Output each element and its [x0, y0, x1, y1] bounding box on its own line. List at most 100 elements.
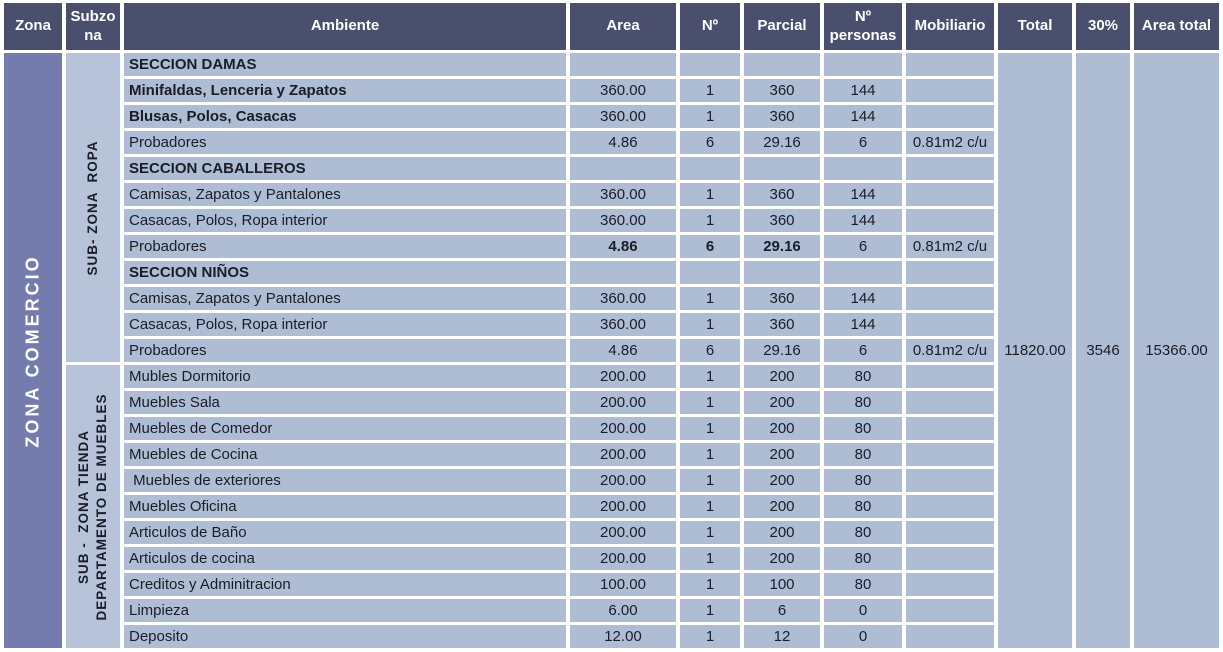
- mobiliario-cell: 0.81m2 c/u: [906, 131, 994, 154]
- personas-cell: 80: [824, 521, 902, 544]
- mobiliario-cell: [906, 521, 994, 544]
- n-cell: [680, 157, 740, 180]
- table-row: Camisas, Zapatos y Pantalones 360.00 1 360 1…: [4, 287, 1219, 310]
- ambiente-cell: Probadores: [124, 131, 566, 154]
- parcial-cell: 29.16: [744, 131, 820, 154]
- col-header-subzona: Subzona: [66, 3, 120, 50]
- table-row: Casacas, Polos, Ropa interior 360.00 1 360 1…: [4, 209, 1219, 232]
- table-row: Articulos de Baño 200.00 1 200 80: [4, 521, 1219, 544]
- mobiliario-cell: [906, 105, 994, 128]
- ambiente-cell: Casacas, Polos, Ropa interior: [124, 313, 566, 336]
- n-cell: 1: [680, 79, 740, 102]
- area-cell: [570, 261, 676, 284]
- table-row: Deposito 12.00 1 12 0: [4, 625, 1219, 648]
- parcial-cell: 200: [744, 469, 820, 492]
- ambiente-cell: Camisas, Zapatos y Pantalones: [124, 183, 566, 206]
- personas-cell: 80: [824, 365, 902, 388]
- parcial-cell: 360: [744, 209, 820, 232]
- ambiente-cell: Camisas, Zapatos y Pantalones: [124, 287, 566, 310]
- mobiliario-cell: [906, 313, 994, 336]
- personas-cell: 144: [824, 183, 902, 206]
- mobiliario-cell: [906, 287, 994, 310]
- parcial-cell: 12: [744, 625, 820, 648]
- mobiliario-cell: [906, 261, 994, 284]
- area-cell: 4.86: [570, 131, 676, 154]
- n-cell: 1: [680, 443, 740, 466]
- table-row: Camisas, Zapatos y Pantalones 360.00 1 360 1…: [4, 183, 1219, 206]
- table-row: Limpieza 6.00 1 6 0: [4, 599, 1219, 622]
- parcial-cell: 360: [744, 313, 820, 336]
- n-cell: 1: [680, 365, 740, 388]
- table-row: Muebles Oficina 200.00 1 200 80: [4, 495, 1219, 518]
- n-cell: 1: [680, 417, 740, 440]
- col-header-parcial: Parcial: [744, 3, 820, 50]
- mobiliario-cell: [906, 79, 994, 102]
- table-row: Muebles de Comedor 200.00 1 200 80: [4, 417, 1219, 440]
- ambiente-cell: SECCION NIÑOS: [124, 261, 566, 284]
- subzona-ropa-cell: SUB- ZONA ROPA: [66, 53, 120, 362]
- area-cell: 6.00: [570, 599, 676, 622]
- area-cell: 200.00: [570, 365, 676, 388]
- subzona-muebles-cell-label: SUB - ZONA TIENDA DEPARTAMENTO DE MUEBLE…: [75, 392, 109, 621]
- mobiliario-cell: 0.81m2 c/u: [906, 235, 994, 258]
- parcial-cell: 6: [744, 599, 820, 622]
- n-cell: 1: [680, 625, 740, 648]
- parcial-cell: [744, 261, 820, 284]
- ambiente-cell: Muebles de Comedor: [124, 417, 566, 440]
- ambiente-cell: Probadores: [124, 235, 566, 258]
- mobiliario-cell: [906, 599, 994, 622]
- ambiente-cell: Blusas, Polos, Casacas: [124, 105, 566, 128]
- mobiliario-cell: [906, 443, 994, 466]
- table-row: Muebles de Cocina 200.00 1 200 80: [4, 443, 1219, 466]
- parcial-cell: 200: [744, 391, 820, 414]
- table-body: ZONA COMERCIO SUB- ZONA ROPA SECCION DAMAS…: [4, 53, 1219, 648]
- area-cell: 360.00: [570, 79, 676, 102]
- table-row: Muebles de exteriores 200.00 1 200 80: [4, 469, 1219, 492]
- ambiente-cell: Creditos y Adminitracion: [124, 573, 566, 596]
- table-row: Casacas, Polos, Ropa interior 360.00 1 360 1…: [4, 313, 1219, 336]
- mobiliario-cell: [906, 495, 994, 518]
- table-row: Probadores 4.86 6 29.16 6 0.81m2 c/u: [4, 235, 1219, 258]
- personas-cell: 80: [824, 547, 902, 570]
- n-cell: 1: [680, 209, 740, 232]
- n-cell: 1: [680, 469, 740, 492]
- subzona-muebles-cell: SUB - ZONA TIENDA DEPARTAMENTO DE MUEBLE…: [66, 365, 120, 648]
- zona-cell: ZONA COMERCIO: [4, 53, 62, 648]
- parcial-cell: 360: [744, 183, 820, 206]
- personas-cell: 80: [824, 469, 902, 492]
- area-cell: 200.00: [570, 391, 676, 414]
- area-cell: 4.86: [570, 235, 676, 258]
- n-cell: 1: [680, 391, 740, 414]
- parcial-cell: 200: [744, 521, 820, 544]
- ambiente-cell: Muebles de exteriores: [124, 469, 566, 492]
- ambiente-cell: Muebles Oficina: [124, 495, 566, 518]
- ambiente-cell: Limpieza: [124, 599, 566, 622]
- col-header-personas: Nº personas: [824, 3, 902, 50]
- col-header-area-total: Area total: [1134, 3, 1219, 50]
- col-header-total: Total: [998, 3, 1072, 50]
- personas-cell: 6: [824, 339, 902, 362]
- n-cell: 1: [680, 105, 740, 128]
- area-cell: 200.00: [570, 495, 676, 518]
- parcial-cell: 29.16: [744, 235, 820, 258]
- personas-cell: 0: [824, 599, 902, 622]
- n-cell: 1: [680, 573, 740, 596]
- table-row: Probadores 4.86 6 29.16 6 0.81m2 c/u: [4, 339, 1219, 362]
- area-cell: 100.00: [570, 573, 676, 596]
- parcial-cell: 29.16: [744, 339, 820, 362]
- mobiliario-cell: [906, 209, 994, 232]
- personas-cell: 80: [824, 417, 902, 440]
- total-cell: 11820.00: [998, 53, 1072, 648]
- parcial-cell: 200: [744, 417, 820, 440]
- col-header-30pct: 30%: [1076, 3, 1130, 50]
- mobiliario-cell: [906, 183, 994, 206]
- table-row: SECCION CABALLEROS: [4, 157, 1219, 180]
- ambiente-cell: Deposito: [124, 625, 566, 648]
- area-cell: 200.00: [570, 547, 676, 570]
- ambiente-cell: Probadores: [124, 339, 566, 362]
- area-cell: 360.00: [570, 209, 676, 232]
- table-row: Creditos y Adminitracion 100.00 1 100 80: [4, 573, 1219, 596]
- n-cell: 1: [680, 183, 740, 206]
- personas-cell: 144: [824, 287, 902, 310]
